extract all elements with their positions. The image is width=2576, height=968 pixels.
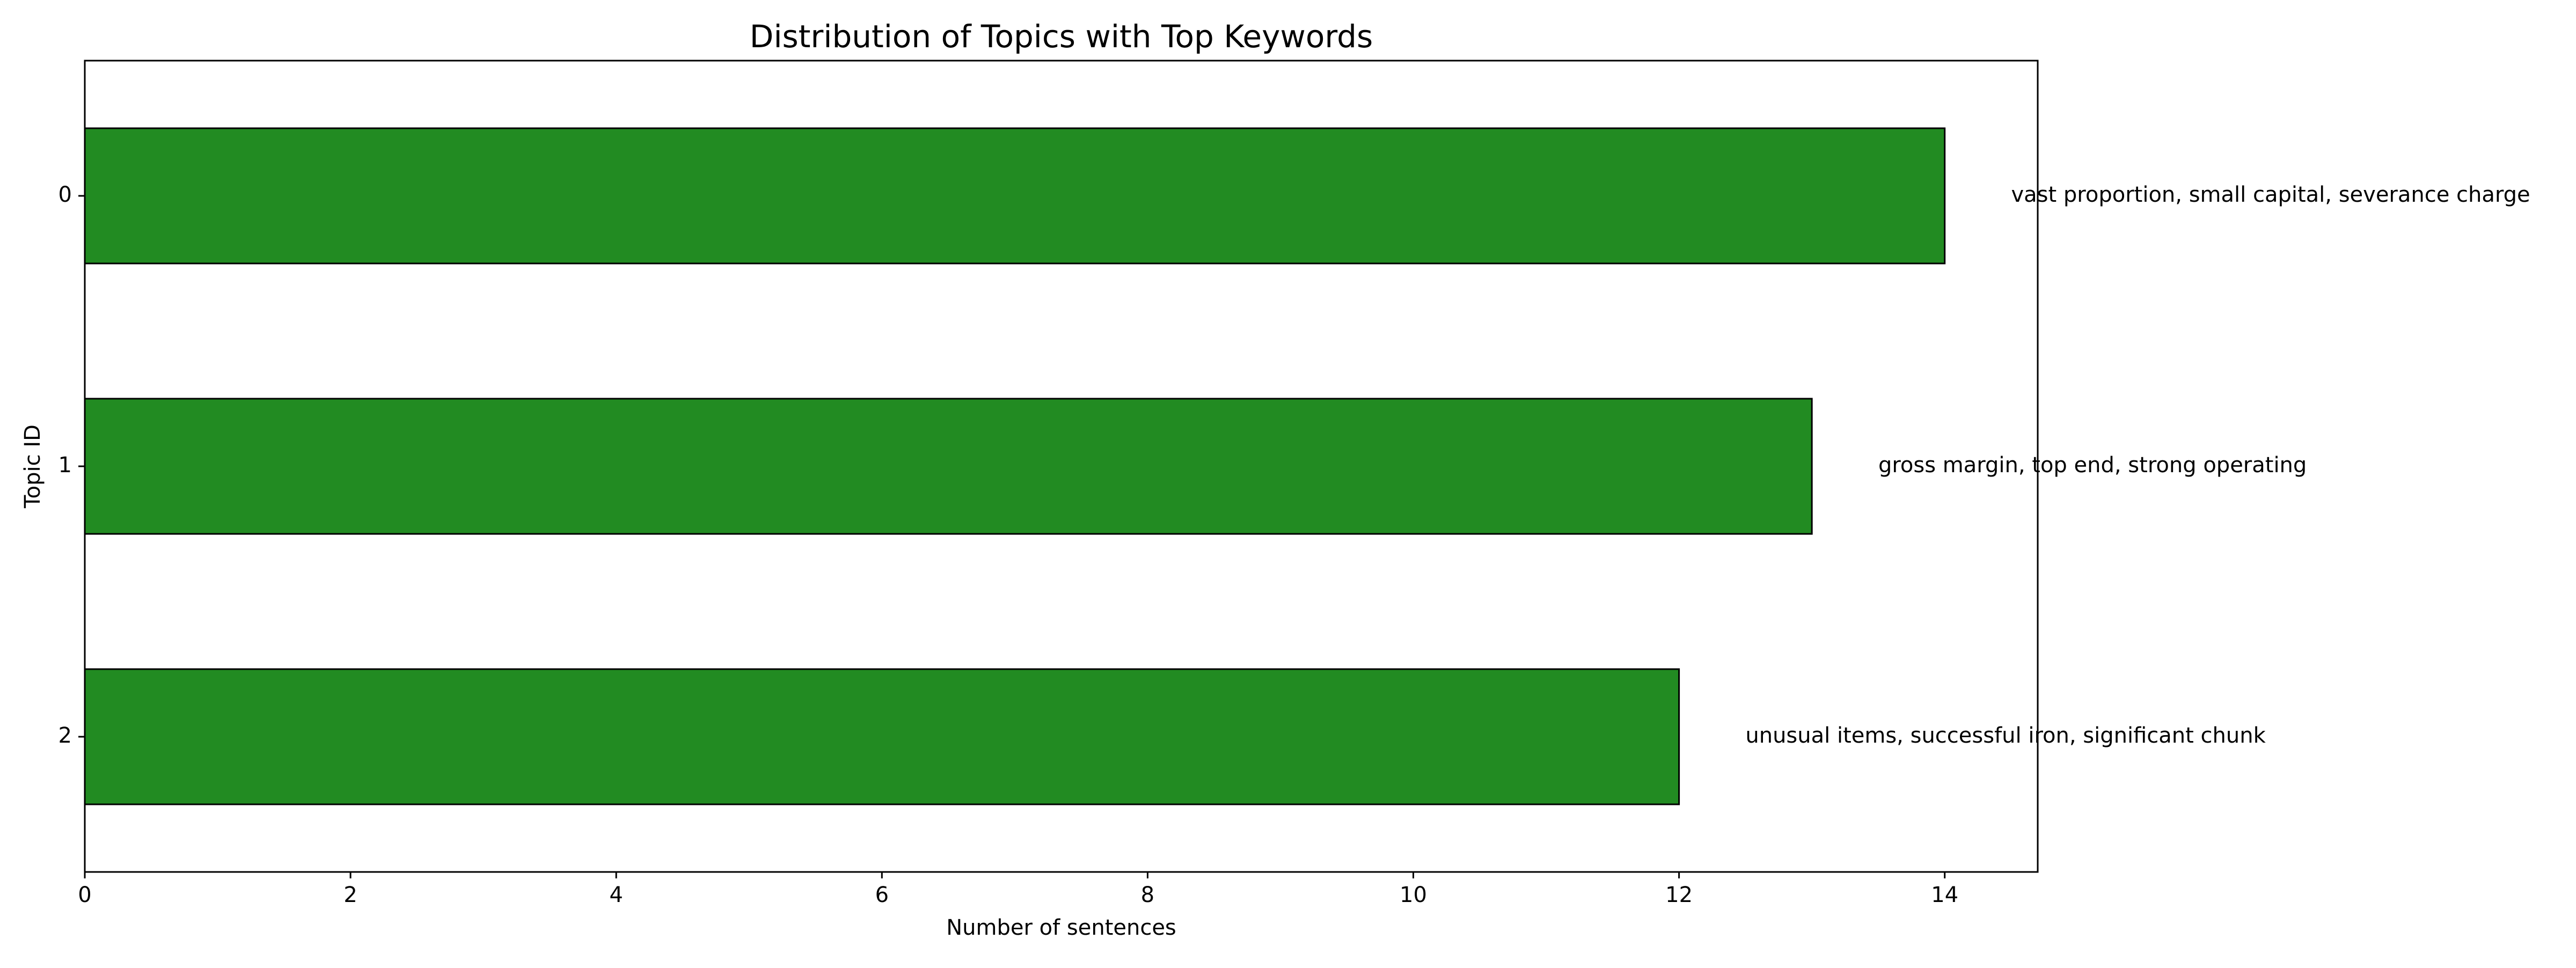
x-tick-label: 6 — [875, 883, 889, 907]
plot-frame — [84, 60, 2039, 873]
y-axis-label: Topic ID — [20, 424, 45, 509]
x-tick-label: 4 — [609, 883, 623, 907]
chart-title: Distribution of Topics with Top Keywords — [750, 18, 1373, 55]
annotations-layer: vast proportion, small capital, severanc… — [1745, 182, 2530, 748]
x-tick-label: 10 — [1400, 883, 1427, 907]
bar-annotation-topic-0: vast proportion, small capital, severanc… — [2011, 182, 2530, 207]
x-tick-label: 14 — [1931, 883, 1958, 907]
bar-topic-2 — [84, 668, 1680, 805]
bar-annotation-topic-1: gross margin, top end, strong operating — [1878, 453, 2307, 478]
bar-annotation-topic-2: unusual items, successful iron, signific… — [1745, 723, 2266, 748]
bar-topic-0 — [84, 127, 1946, 265]
y-tick-label: 0 — [58, 182, 72, 207]
x-axis-label: Number of sentences — [946, 915, 1176, 940]
y-tick-label: 2 — [58, 723, 72, 748]
y-tick-label: 1 — [58, 453, 72, 478]
x-tick-label: 0 — [78, 883, 91, 907]
x-tick-label: 8 — [1141, 883, 1154, 907]
x-tick-label: 2 — [343, 883, 357, 907]
x-tick-label: 12 — [1665, 883, 1693, 907]
bars-layer — [84, 127, 1946, 805]
bar-topic-1 — [84, 398, 1813, 535]
